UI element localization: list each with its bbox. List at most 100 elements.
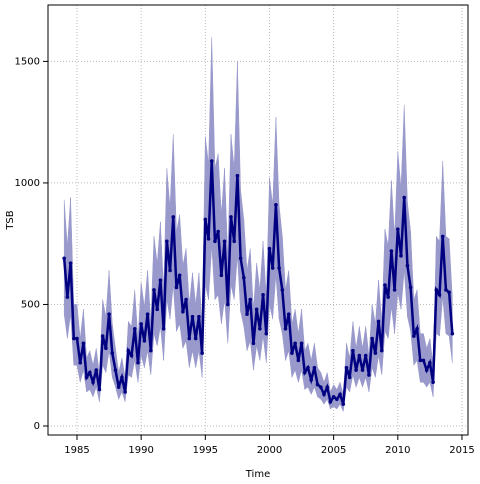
point <box>145 312 150 316</box>
point <box>216 229 220 234</box>
point <box>120 375 124 380</box>
point <box>203 217 208 222</box>
point <box>132 326 137 331</box>
point <box>91 380 95 385</box>
point <box>399 254 403 258</box>
point <box>254 307 259 312</box>
point <box>181 309 185 314</box>
point <box>75 336 79 341</box>
point <box>299 341 304 346</box>
point <box>165 239 169 244</box>
point <box>328 399 333 404</box>
x-axis-label: Time <box>245 469 270 480</box>
point <box>373 351 378 355</box>
y-tick-label: 1500 <box>15 56 40 67</box>
x-tick-label: 1985 <box>64 445 89 456</box>
point <box>421 358 426 363</box>
y-tick-label: 0 <box>34 421 40 432</box>
point <box>290 351 294 355</box>
point <box>267 246 272 251</box>
point <box>386 295 390 299</box>
point <box>367 373 371 377</box>
point <box>110 351 115 355</box>
point <box>434 288 439 292</box>
point <box>354 368 358 372</box>
point <box>360 368 365 372</box>
point <box>319 385 323 389</box>
point <box>209 159 214 163</box>
x-tick-label: 2010 <box>385 445 410 456</box>
point <box>408 285 413 290</box>
point <box>322 392 326 397</box>
point <box>251 341 256 346</box>
point <box>341 402 346 406</box>
point <box>402 195 407 200</box>
point <box>238 256 243 261</box>
point <box>187 336 192 341</box>
point <box>235 173 240 178</box>
point <box>219 273 224 278</box>
point <box>315 382 320 387</box>
point <box>142 339 147 343</box>
point <box>158 278 163 282</box>
point <box>392 288 397 292</box>
point <box>347 375 352 380</box>
point <box>116 385 121 389</box>
point <box>444 288 448 292</box>
point <box>174 285 179 290</box>
point <box>389 249 394 253</box>
point <box>190 314 195 319</box>
point <box>222 239 227 244</box>
point <box>270 266 275 270</box>
point <box>123 390 127 394</box>
y-tick-label: 500 <box>21 299 40 310</box>
y-tick-label: 1000 <box>15 178 40 189</box>
point <box>264 331 269 336</box>
point <box>242 275 246 280</box>
point <box>280 288 285 292</box>
point <box>68 261 73 265</box>
point <box>437 292 442 297</box>
point <box>302 370 307 375</box>
point <box>65 295 70 299</box>
point <box>171 215 176 219</box>
point <box>396 227 400 231</box>
point <box>418 358 423 363</box>
point <box>363 353 368 358</box>
plot-frame <box>47 4 469 436</box>
point <box>306 365 310 370</box>
point <box>177 273 182 278</box>
point <box>415 326 419 331</box>
point <box>293 341 297 346</box>
point <box>335 397 339 402</box>
point <box>193 336 198 341</box>
point <box>184 297 188 302</box>
point <box>136 361 140 365</box>
y-axis-label: TSB <box>5 210 16 230</box>
point <box>312 365 317 370</box>
point <box>155 307 160 312</box>
point <box>139 322 143 326</box>
point <box>100 334 105 338</box>
point <box>81 341 86 346</box>
point <box>450 331 455 336</box>
point <box>283 326 288 331</box>
point <box>104 346 108 351</box>
x-tick-label: 1995 <box>193 445 218 456</box>
point <box>357 353 362 358</box>
point <box>338 392 342 397</box>
point <box>88 370 92 375</box>
point <box>161 326 166 331</box>
point <box>126 348 131 353</box>
point <box>383 283 387 287</box>
x-tick-label: 2000 <box>257 445 282 456</box>
point <box>370 336 374 341</box>
point <box>200 351 204 355</box>
point <box>148 348 153 353</box>
point <box>113 368 118 372</box>
point <box>245 312 249 316</box>
point <box>325 385 330 389</box>
point <box>296 358 301 363</box>
point <box>62 256 66 261</box>
